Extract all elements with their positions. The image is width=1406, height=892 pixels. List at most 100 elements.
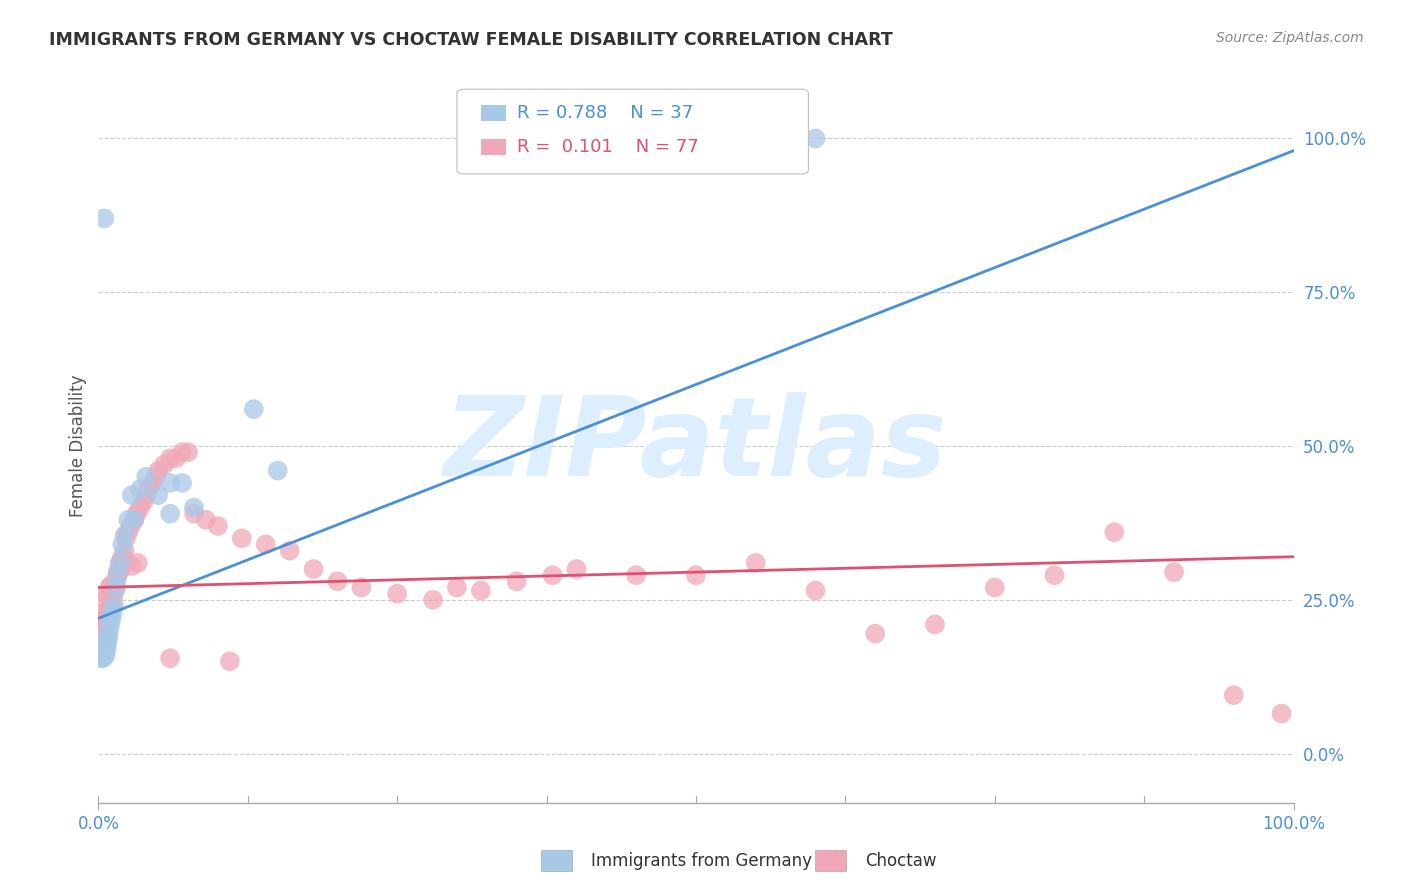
Choctaw (132, 494, 155, 508)
Y-axis label: Female Disability: Female Disability (69, 375, 87, 517)
Choctaw (108, 556, 131, 570)
Choctaw (138, 482, 160, 496)
Choctaw (159, 451, 181, 466)
Immigrants from Germany (129, 482, 152, 496)
Immigrants from Germany (111, 537, 134, 551)
Immigrants from Germany (94, 639, 117, 653)
Immigrants from Germany (148, 488, 170, 502)
Choctaw (159, 651, 181, 665)
Choctaw (90, 639, 112, 653)
Choctaw (98, 581, 121, 595)
Immigrants from Germany (100, 611, 122, 625)
Choctaw (541, 568, 564, 582)
Choctaw (219, 654, 242, 668)
Choctaw (98, 602, 122, 616)
Choctaw (422, 592, 444, 607)
Immigrants from Germany (103, 599, 125, 613)
Text: Choctaw: Choctaw (865, 852, 936, 870)
Choctaw (984, 581, 1007, 595)
Immigrants from Germany (121, 488, 143, 502)
Choctaw (107, 565, 129, 579)
Immigrants from Germany (804, 131, 827, 145)
Text: R = 0.788    N = 37: R = 0.788 N = 37 (517, 104, 693, 122)
Choctaw (745, 556, 768, 570)
Choctaw (302, 562, 325, 576)
Choctaw (1222, 688, 1246, 702)
Choctaw (565, 562, 588, 576)
Choctaw (94, 615, 117, 629)
Choctaw (145, 469, 167, 483)
Immigrants from Germany (91, 651, 114, 665)
Choctaw (125, 507, 148, 521)
Immigrants from Germany (243, 402, 266, 417)
Choctaw (278, 543, 301, 558)
Choctaw (165, 451, 187, 466)
Text: R =  0.101    N = 77: R = 0.101 N = 77 (517, 138, 699, 156)
Choctaw (97, 602, 120, 616)
Choctaw (626, 568, 648, 582)
Choctaw (172, 445, 194, 459)
Immigrants from Germany (172, 475, 194, 490)
Immigrants from Germany (183, 500, 205, 515)
Choctaw (141, 475, 163, 490)
Immigrants from Germany (91, 648, 114, 662)
Immigrants from Germany (159, 475, 181, 490)
Choctaw (127, 556, 149, 570)
Choctaw (91, 624, 114, 638)
Choctaw (110, 562, 132, 576)
Choctaw (98, 605, 121, 619)
Choctaw (254, 537, 277, 551)
Immigrants from Germany (94, 648, 117, 662)
Choctaw (103, 587, 125, 601)
Choctaw (685, 568, 707, 582)
Immigrants from Germany (124, 513, 146, 527)
Text: ZIPatlas: ZIPatlas (444, 392, 948, 500)
Choctaw (350, 581, 373, 595)
Choctaw (446, 581, 468, 595)
Choctaw (183, 507, 205, 521)
Choctaw (194, 513, 218, 527)
Choctaw (111, 549, 134, 564)
Immigrants from Germany (96, 642, 118, 657)
Choctaw (506, 574, 529, 589)
Immigrants from Germany (108, 556, 131, 570)
Immigrants from Germany (105, 581, 128, 595)
Choctaw (101, 592, 124, 607)
Choctaw (863, 626, 887, 640)
Immigrants from Germany (96, 636, 118, 650)
Choctaw (91, 615, 114, 629)
Choctaw (129, 500, 152, 515)
Immigrants from Germany (267, 464, 290, 478)
Immigrants from Germany (97, 632, 120, 647)
Immigrants from Germany (135, 469, 157, 483)
Choctaw (93, 617, 115, 632)
Choctaw (114, 543, 136, 558)
Choctaw (326, 574, 349, 589)
Choctaw (124, 513, 146, 527)
Choctaw (148, 464, 170, 478)
Choctaw (93, 611, 115, 625)
Choctaw (1163, 565, 1185, 579)
Choctaw (121, 558, 143, 573)
Choctaw (924, 617, 946, 632)
Choctaw (117, 525, 139, 540)
Choctaw (100, 599, 122, 613)
Choctaw (804, 583, 827, 598)
Immigrants from Germany (117, 513, 139, 527)
Choctaw (231, 531, 253, 545)
Choctaw (94, 608, 117, 623)
Choctaw (177, 445, 200, 459)
Immigrants from Germany (91, 645, 114, 659)
Text: Immigrants from Germany: Immigrants from Germany (591, 852, 811, 870)
Immigrants from Germany (101, 605, 124, 619)
Immigrants from Germany (91, 642, 114, 657)
Choctaw (120, 519, 142, 533)
Immigrants from Germany (93, 645, 115, 659)
Choctaw (385, 587, 409, 601)
Choctaw (1271, 706, 1294, 721)
Text: IMMIGRANTS FROM GERMANY VS CHOCTAW FEMALE DISABILITY CORRELATION CHART: IMMIGRANTS FROM GERMANY VS CHOCTAW FEMAL… (49, 31, 893, 49)
Immigrants from Germany (159, 507, 181, 521)
Choctaw (93, 592, 115, 607)
Choctaw (107, 568, 129, 582)
Choctaw (135, 488, 157, 502)
